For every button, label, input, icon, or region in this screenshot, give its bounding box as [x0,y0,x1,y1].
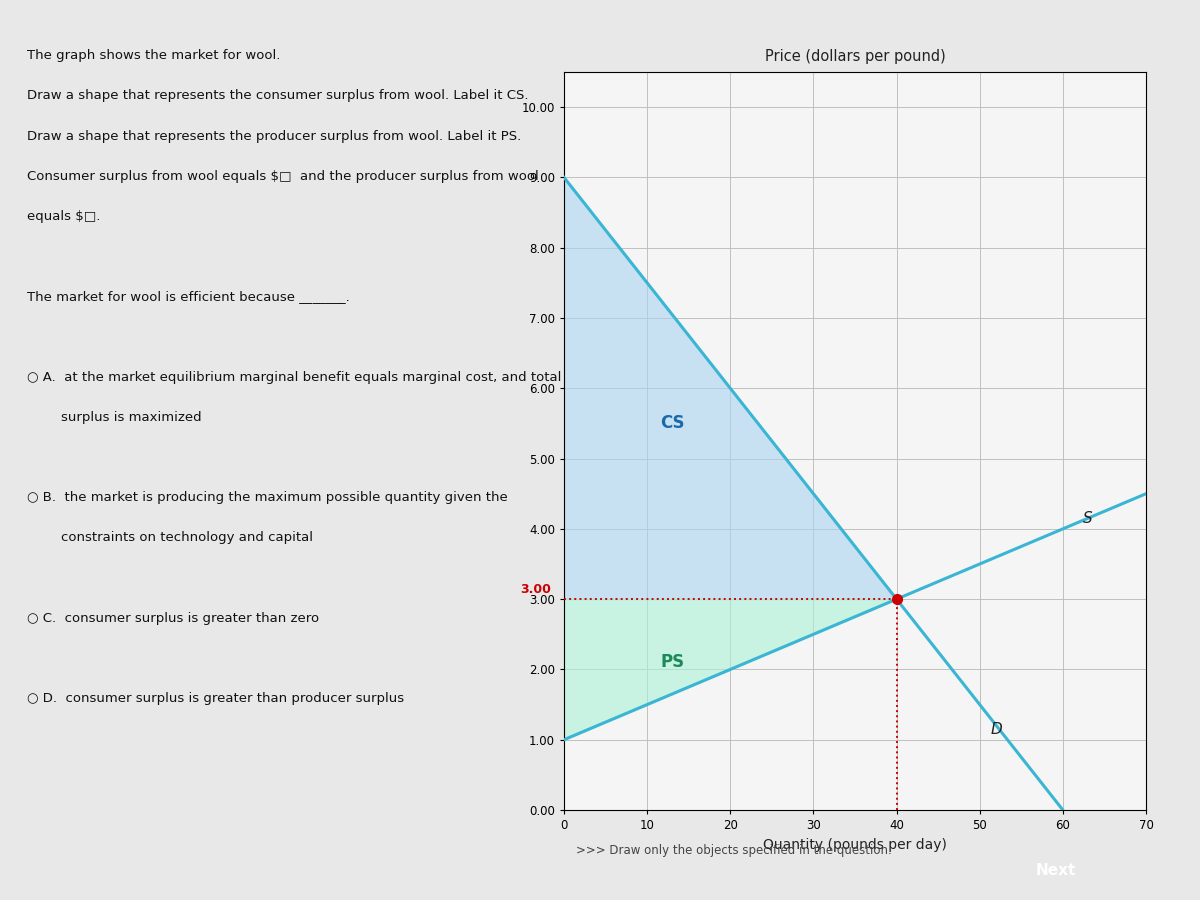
Text: ○ C.  consumer surplus is greater than zero: ○ C. consumer surplus is greater than ze… [28,612,319,625]
Text: CS: CS [660,414,684,432]
Text: Next: Next [1036,863,1076,878]
Text: ○ D.  consumer surplus is greater than producer surplus: ○ D. consumer surplus is greater than pr… [28,692,404,705]
X-axis label: Quantity (pounds per day): Quantity (pounds per day) [763,838,947,851]
Text: The market for wool is efficient because _______.: The market for wool is efficient because… [28,291,350,303]
Text: The graph shows the market for wool.: The graph shows the market for wool. [28,50,281,62]
Title: Price (dollars per pound): Price (dollars per pound) [764,49,946,64]
Text: ○ A.  at the market equilibrium marginal benefit equals marginal cost, and total: ○ A. at the market equilibrium marginal … [28,371,562,383]
Polygon shape [564,599,896,740]
Polygon shape [564,177,896,599]
Text: Draw a shape that represents the producer surplus from wool. Label it PS.: Draw a shape that represents the produce… [28,130,522,143]
Text: ○ B.  the market is producing the maximum possible quantity given the: ○ B. the market is producing the maximum… [28,491,509,504]
Text: PS: PS [660,653,684,671]
Text: constraints on technology and capital: constraints on technology and capital [28,531,313,544]
Text: Consumer surplus from wool equals $□  and the producer surplus from wool: Consumer surplus from wool equals $□ and… [28,170,539,183]
Text: S: S [1082,511,1093,526]
Text: Draw a shape that represents the consumer surplus from wool. Label it CS.: Draw a shape that represents the consume… [28,89,529,103]
Text: >>> Draw only the objects specified in the question.: >>> Draw only the objects specified in t… [576,844,892,857]
Text: 3.00: 3.00 [521,582,552,596]
Text: D: D [990,722,1002,737]
Text: equals $□.: equals $□. [28,210,101,223]
Text: surplus is maximized: surplus is maximized [28,411,202,424]
